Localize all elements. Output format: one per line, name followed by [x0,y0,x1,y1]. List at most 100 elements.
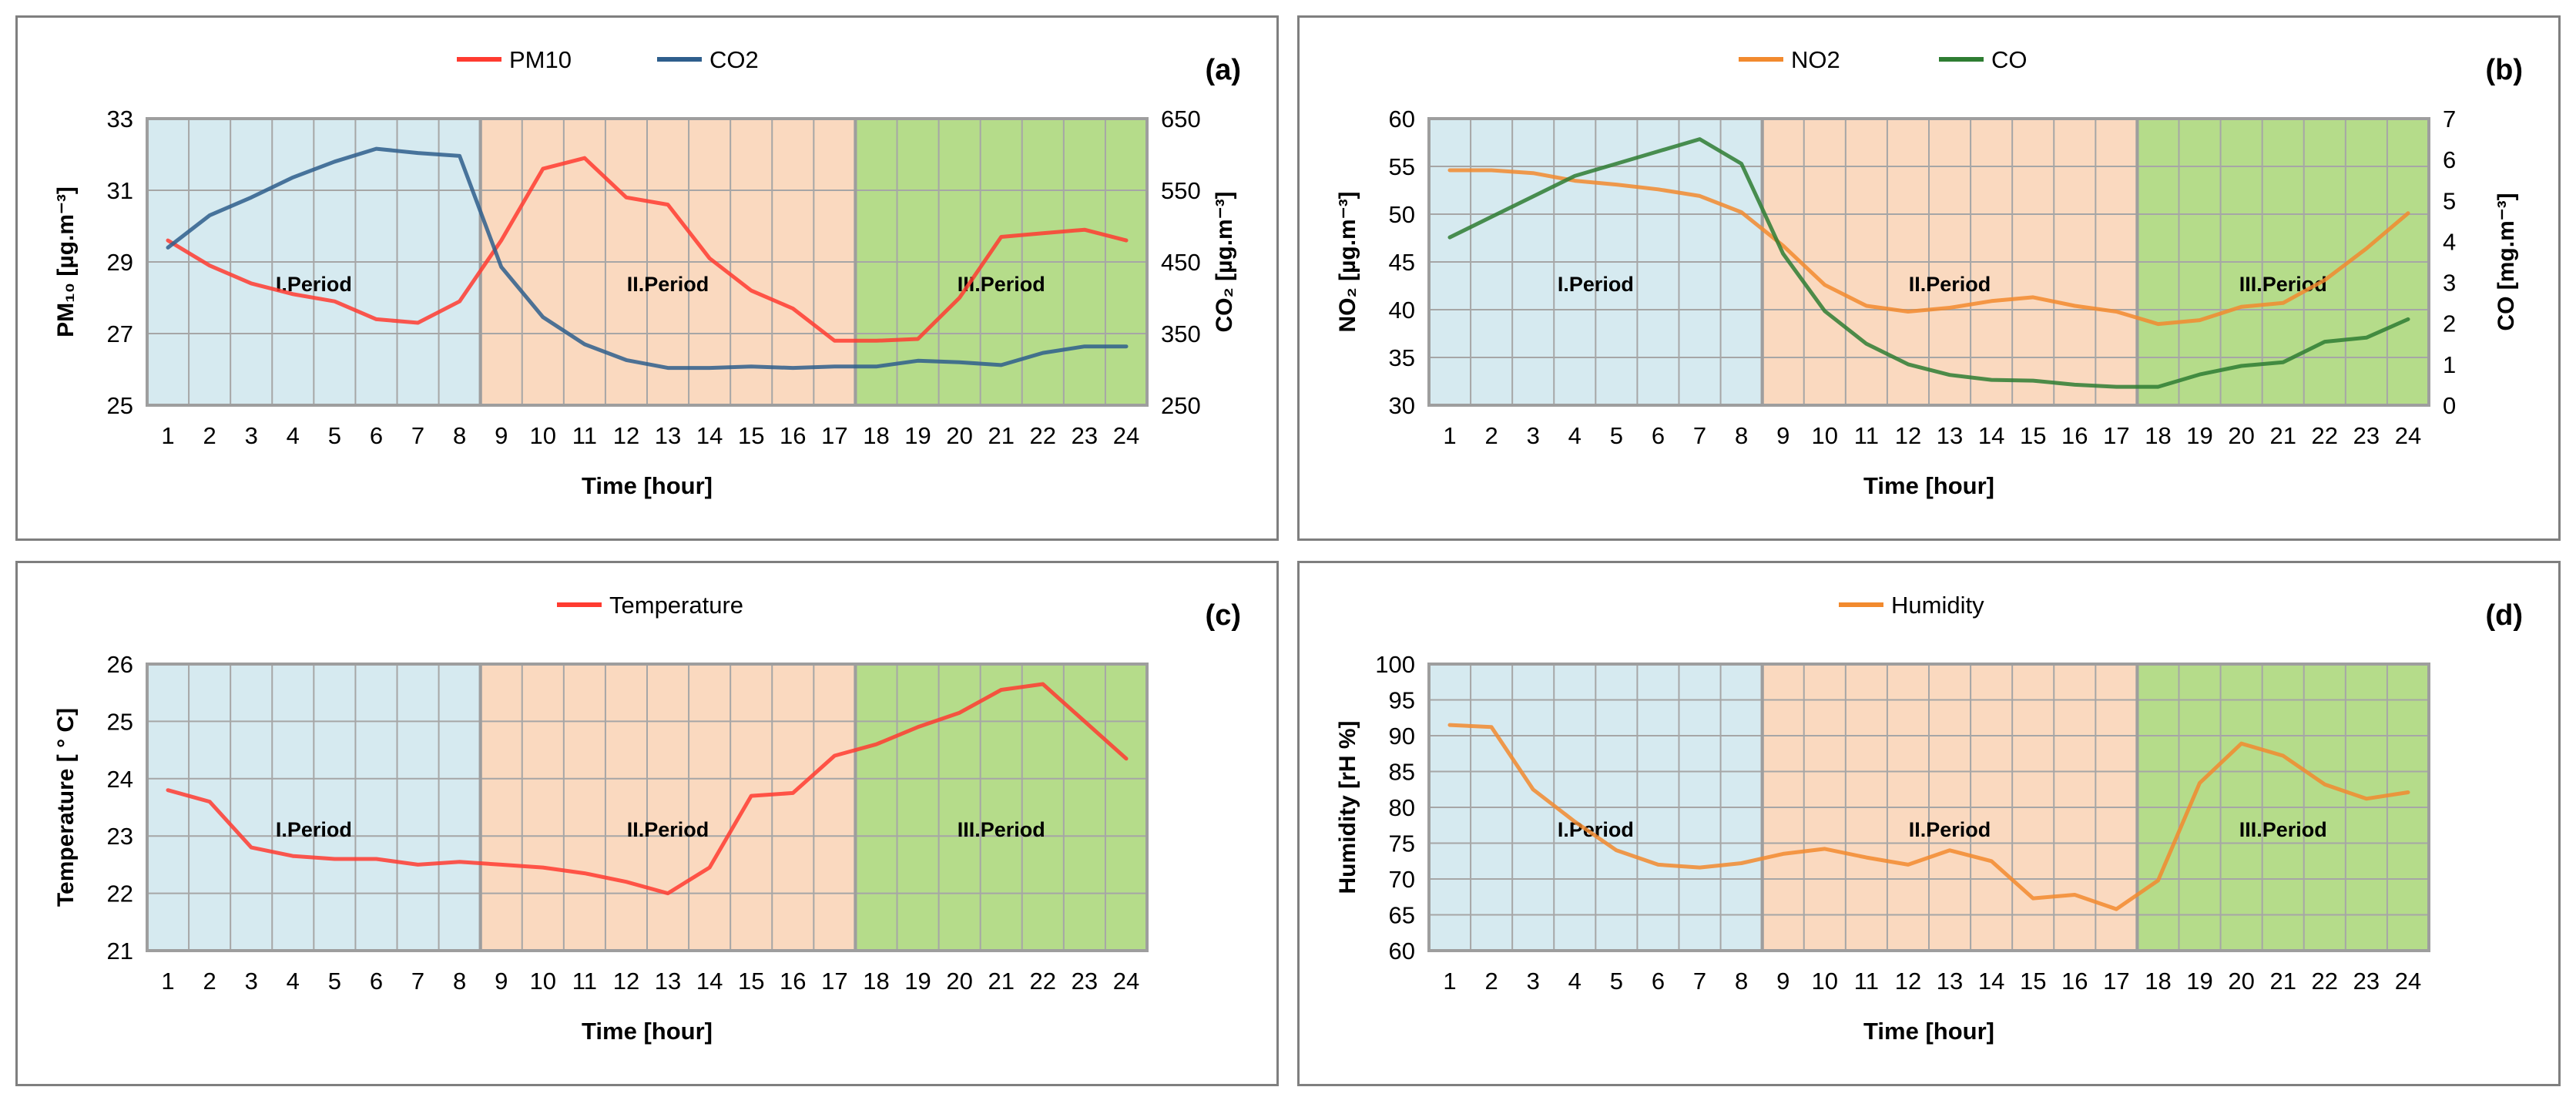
x-tick-label: 14 [1978,968,2004,995]
y-tick-label: 29 [107,249,133,276]
y-axis-title: Temperature [ ° C] [53,708,79,907]
x-tick-label: 4 [1568,422,1581,449]
x-tick-label: 5 [328,422,341,449]
y-tick-label: 40 [1389,297,1415,324]
x-tick-label: 12 [1895,968,1921,995]
legend-label: CO2 [709,46,759,73]
x-tick-label: 14 [696,968,723,995]
y-tick-label: 27 [107,320,133,347]
chart-panel-c: I.Period II.Period III.Period 21 22 23 24 25 26 1… [15,561,1279,1086]
y2-tick-label: 2 [2443,310,2456,337]
x-tick-label: 13 [1937,422,1963,449]
x-tick-label: 10 [530,968,556,995]
x-tick-label: 3 [1527,422,1540,449]
x-tick-label: 15 [2020,968,2046,995]
y-tick-label: 55 [1389,153,1415,180]
period-label-2: II.Period [1909,818,1991,841]
x-tick-label: 20 [2228,968,2254,995]
x-tick-label: 9 [495,422,508,449]
x-tick-label: 7 [411,968,424,995]
x-tick-label: 21 [2269,422,2296,449]
x-tick-label: 19 [2186,422,2212,449]
x-tick-label: 13 [655,968,681,995]
x-tick-label: 9 [1776,422,1789,449]
x-tick-label: 10 [1812,968,1838,995]
x-tick-label: 17 [2103,968,2129,995]
x-tick-label: 4 [287,422,300,449]
x-tick-label: 10 [1812,422,1838,449]
y-tick-label: 24 [107,766,133,793]
y-tick-label: 90 [1389,723,1415,750]
x-tick-label: 12 [1895,422,1921,449]
x-tick-label: 16 [780,422,806,449]
x-tick-label: 12 [613,968,639,995]
gridlines [1427,117,2430,407]
x-tick-label: 5 [328,968,341,995]
x-tick-label: 19 [904,968,931,995]
y2-tick-label: 0 [2443,392,2456,419]
chart-svg: I.Period II.Period III.Period2527293133250… [53,46,1241,499]
period-label-1: I.Period [276,818,352,841]
period-label-3: III.Period [2239,818,2327,841]
x-tick-label: 21 [988,968,1014,995]
x-tick-label: 14 [696,422,723,449]
x-axis-title: Time [hour] [582,472,713,499]
x-tick-label: 18 [863,422,889,449]
y-tick-label: 60 [1389,938,1415,964]
x-tick-label: 17 [821,968,847,995]
x-tick-label: 23 [1072,422,1098,449]
x-tick-label: 8 [453,968,466,995]
period-label-3: III.Period [2239,273,2327,296]
y-tick-label: 65 [1389,902,1415,929]
x-tick-label: 8 [1735,968,1748,995]
panel-label: (a) [1206,54,1241,86]
x-tick-label: 3 [245,422,258,449]
legend: PM10 CO2 [457,46,759,73]
period-band-3 [855,664,1147,951]
period-band-2 [480,664,856,951]
x-tick-label: 5 [1610,968,1623,995]
x-axis-title: Time [hour] [1863,1018,1994,1045]
x-axis-title: Time [hour] [1863,472,1994,499]
gridlines [1427,663,2430,952]
y2-axis-title: CO [mg.m⁻³] [2494,193,2519,330]
x-tick-label: 6 [370,968,383,995]
y2-tick-label: 6 [2443,146,2456,173]
x-tick-label: 13 [655,422,681,449]
x-tick-label: 19 [904,422,931,449]
x-tick-label: 6 [1652,968,1665,995]
x-tick-label: 7 [1693,968,1706,995]
x-tick-label: 23 [1072,968,1098,995]
period-label-1: I.Period [1558,273,1634,296]
y2-tick-label: 250 [1161,392,1201,419]
y-axis-title: Humidity [rH %] [1335,721,1360,894]
x-tick-label: 5 [1610,422,1623,449]
x-tick-label: 24 [2395,968,2421,995]
x-tick-label: 2 [1485,968,1498,995]
y-tick-label: 75 [1389,830,1415,857]
x-tick-label: 9 [1776,968,1789,995]
x-tick-label: 1 [161,422,174,449]
y-tick-label: 23 [107,823,133,850]
y-tick-label: 95 [1389,687,1415,714]
x-tick-label: 2 [1485,422,1498,449]
panel-label: (d) [2485,599,2523,632]
x-tick-label: 20 [2228,422,2254,449]
y-tick-label: 35 [1389,344,1415,371]
legend-label: NO2 [1791,46,1840,73]
x-tick-label: 3 [1527,968,1540,995]
y-tick-label: 25 [107,708,133,735]
x-tick-label: 7 [1693,422,1706,449]
legend-label: PM10 [509,46,572,73]
x-tick-label: 10 [530,422,556,449]
x-tick-label: 22 [1030,968,1056,995]
chart-panel-d: I.Period II.Period III.Period 60 65 70 75 80 85 9… [1297,561,2561,1086]
y-tick-label: 22 [107,881,133,907]
y-tick-label: 21 [107,938,133,964]
x-tick-label: 15 [738,422,764,449]
legend-label: Temperature [609,592,743,619]
x-tick-label: 7 [411,422,424,449]
y-tick-label: 33 [107,106,133,133]
panel-label: (c) [1206,599,1241,632]
x-tick-label: 18 [863,968,889,995]
